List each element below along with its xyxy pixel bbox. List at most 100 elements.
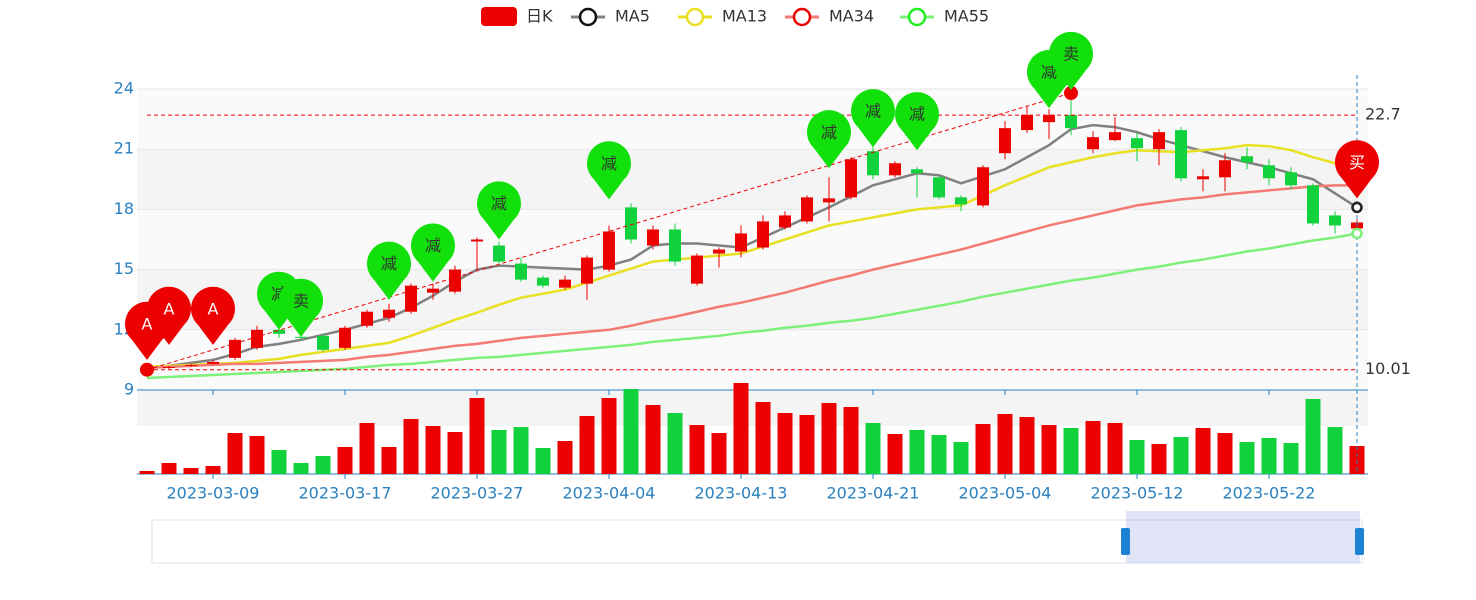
volume-bar xyxy=(293,463,309,474)
volume-bar xyxy=(1129,440,1145,474)
data-zoom[interactable] xyxy=(151,511,1364,564)
zoom-handle[interactable] xyxy=(1355,528,1364,555)
volume-bar xyxy=(161,463,177,474)
zoom-handle[interactable] xyxy=(1121,528,1130,555)
candle-body xyxy=(911,169,923,174)
volume-bar xyxy=(491,430,507,474)
pin xyxy=(147,286,192,345)
pin-label: 减 xyxy=(491,194,507,213)
candle-body xyxy=(1329,215,1341,226)
candle-body xyxy=(603,231,615,270)
candle-body xyxy=(889,163,901,176)
ma-line xyxy=(146,143,1358,369)
candle-body xyxy=(1175,130,1187,179)
x-tick-label: 2023-03-17 xyxy=(299,484,392,503)
candle-body xyxy=(867,151,879,176)
candle-body xyxy=(955,197,967,205)
volume-bar xyxy=(1041,425,1057,474)
zoom-window[interactable] xyxy=(1126,511,1360,563)
candle-body xyxy=(449,269,461,292)
volume-bar xyxy=(601,398,617,474)
volume-bar xyxy=(733,383,749,474)
ma-line xyxy=(146,184,1357,370)
volume-bar xyxy=(359,423,375,474)
legend-label: MA5 xyxy=(615,7,650,26)
volume-bar xyxy=(931,435,947,474)
volume-bar xyxy=(403,419,419,474)
candle-body xyxy=(515,263,527,280)
candle-body xyxy=(801,197,813,222)
pin-label: A xyxy=(142,314,153,333)
candle-body xyxy=(1285,172,1297,186)
legend-layer: 日K MA5 MA13 MA34 MA55 xyxy=(481,7,989,27)
candle-body xyxy=(1043,115,1055,123)
mark-line-label: 10.01 xyxy=(1365,359,1411,378)
volume-bar xyxy=(1261,438,1277,474)
candle-body xyxy=(405,285,417,312)
split-area xyxy=(137,149,1368,210)
volume-bar xyxy=(1085,421,1101,474)
candle-body xyxy=(1109,132,1121,141)
candle-body xyxy=(185,364,197,366)
candle-body xyxy=(1087,137,1099,150)
volume-bar xyxy=(821,403,837,474)
candle-body xyxy=(251,329,263,348)
candle-body xyxy=(317,335,329,350)
volume-bar xyxy=(447,432,463,474)
y-tick-label: 15 xyxy=(114,259,134,278)
volume-area xyxy=(137,390,1368,426)
pin-label: A xyxy=(164,299,175,318)
over-layer: 22.7 10.01 xyxy=(140,75,1411,474)
legend-icon xyxy=(481,7,517,26)
legend-label: MA13 xyxy=(722,7,767,26)
pin xyxy=(411,223,455,282)
volume-bar xyxy=(381,447,397,474)
candle-body xyxy=(207,361,219,364)
pointer-dot xyxy=(1351,227,1363,240)
candle-body xyxy=(383,309,395,318)
candle-body xyxy=(427,288,439,293)
volume-bar xyxy=(183,468,199,474)
x-tick-label: 2023-05-22 xyxy=(1223,484,1316,503)
candle-body xyxy=(1065,115,1077,129)
legend-icon xyxy=(792,7,812,27)
pin xyxy=(191,286,235,345)
candle-body xyxy=(493,245,505,262)
y-tick-label: 24 xyxy=(114,79,134,98)
volume-bar xyxy=(711,433,727,474)
y-tick-label: 18 xyxy=(114,199,134,218)
volume-bar xyxy=(337,447,353,474)
volume-bar xyxy=(227,433,243,474)
candle-body xyxy=(581,257,593,284)
candle-body xyxy=(273,329,285,334)
candle-body xyxy=(713,249,725,254)
bands-layer xyxy=(137,89,1368,474)
volume-bar xyxy=(799,415,815,474)
volume-bar xyxy=(205,466,221,474)
volume-bar xyxy=(1063,428,1079,474)
volume-bar xyxy=(513,427,529,474)
pin-label: 减 xyxy=(821,123,837,142)
candle-body xyxy=(1307,185,1319,224)
volume-bar xyxy=(623,389,639,474)
candle-body xyxy=(339,327,351,348)
pin xyxy=(895,92,939,151)
legend-label: 日K xyxy=(526,7,553,26)
pin-label: 减 xyxy=(909,105,925,124)
volume-bar xyxy=(1151,444,1167,474)
candle-body xyxy=(295,336,307,338)
pin-label: 减 xyxy=(1041,63,1057,82)
pin xyxy=(1049,31,1093,91)
volume-bar xyxy=(557,441,573,474)
volume-bar xyxy=(777,413,793,474)
y-tick-label: 21 xyxy=(114,139,134,158)
ma-line xyxy=(146,232,1358,380)
candle-body xyxy=(647,229,659,246)
legend-label: MA34 xyxy=(829,7,874,26)
candle-body xyxy=(229,339,241,358)
pin xyxy=(587,141,631,200)
candle-body xyxy=(1219,160,1231,178)
y-tick-label: 9 xyxy=(124,380,134,399)
